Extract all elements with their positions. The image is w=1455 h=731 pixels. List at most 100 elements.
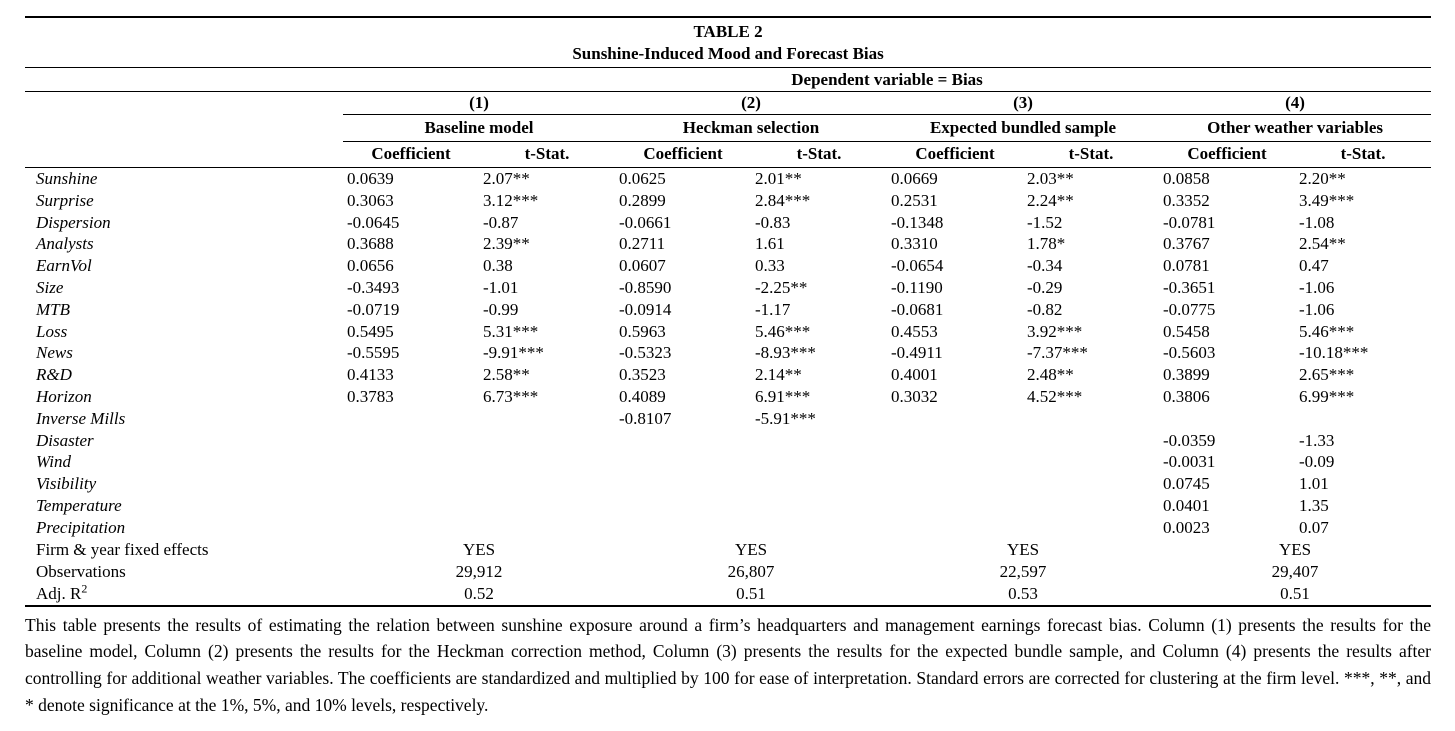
coefficient-value: 0.0781	[1163, 256, 1210, 276]
t-stat-value: 6.91***	[755, 386, 811, 406]
coefficient-value	[615, 451, 751, 473]
variable-label: Inverse Mills	[36, 408, 126, 428]
table-row: Inverse Mills -0.8107 -5.91***	[25, 408, 1431, 430]
variable-label: Temperature	[36, 495, 122, 515]
t-stat-value: -0.29	[1027, 277, 1063, 297]
t-stat-value	[479, 430, 615, 452]
spacer-cell	[25, 92, 343, 115]
t-stat-header: t-Stat.	[751, 141, 887, 168]
coefficient-header: Coefficient	[1159, 141, 1295, 168]
coefficient-value: 0.0625	[619, 169, 666, 188]
summary-label: Adj. R2	[25, 583, 343, 606]
t-stat-value: -9.91***	[483, 343, 544, 363]
coefficient-header: Coefficient	[887, 141, 1023, 168]
coefficient-value	[887, 495, 1023, 517]
summary-value: 0.51	[1280, 583, 1310, 603]
t-stat-header: t-Stat.	[1023, 141, 1159, 168]
t-stat-value: 0.38	[483, 256, 513, 276]
t-stat-value: 0.47	[1299, 256, 1329, 276]
variable-label: MTB	[36, 299, 70, 319]
summary-value: 26,807	[727, 561, 775, 581]
coefficient-value: 0.3523	[619, 365, 666, 385]
coefficient-value: 0.4133	[347, 365, 394, 385]
coefficient-value: -0.0359	[1163, 430, 1216, 450]
t-stat-value: 1.35	[1299, 495, 1329, 515]
t-stat-value: 2.84***	[755, 190, 811, 210]
coefficient-value: 0.3767	[1163, 234, 1210, 254]
coefficient-value: -0.3651	[1163, 277, 1216, 297]
coefficient-value: -0.1190	[891, 277, 943, 297]
coefficient-value: -0.0781	[1163, 212, 1216, 232]
coefficient-value	[343, 451, 479, 473]
t-stat-value	[751, 473, 887, 495]
table-row: Loss 0.5495 5.31*** 0.5963 5.46*** 0.4553 3.92…	[25, 321, 1431, 343]
t-stat-value	[1295, 408, 1431, 430]
t-stat-value: 2.01**	[755, 169, 802, 188]
variable-label: Surprise	[36, 190, 94, 210]
variable-label: Horizon	[36, 386, 92, 406]
coefficient-value: 0.3032	[891, 386, 938, 406]
t-stat-value: 4.52***	[1027, 386, 1083, 406]
t-stat-value: 1.01	[1299, 474, 1329, 494]
summary-label-text: Observations	[36, 561, 126, 581]
coefficient-value: -0.0645	[347, 212, 400, 232]
coefficient-header: Coefficient	[343, 141, 479, 168]
t-stat-value: -0.87	[483, 212, 519, 232]
coefficient-header: Coefficient	[615, 141, 751, 168]
t-stat-value: 2.24**	[1027, 190, 1074, 210]
coefficient-value: -0.8107	[619, 408, 672, 428]
spacer-cell	[25, 141, 343, 168]
table-row: R&D 0.4133 2.58** 0.3523 2.14** 0.4001 2.48** 0…	[25, 364, 1431, 386]
summary-value: 0.51	[736, 583, 766, 603]
coefficient-value: -0.1348	[891, 212, 944, 232]
coefficient-value: 0.4553	[891, 321, 938, 341]
summary-label-text: Adj. R	[36, 583, 82, 603]
column-group-name: Expected bundled sample	[887, 114, 1159, 142]
table-row: Analysts 0.3688 2.39** 0.2711 1.61 0.3310 1.78…	[25, 233, 1431, 255]
coefficient-value: -0.3493	[347, 277, 400, 297]
t-stat-value: -0.09	[1299, 452, 1335, 472]
t-stat-value: -2.25**	[755, 277, 808, 297]
column-group-name: Heckman selection	[615, 114, 887, 142]
t-stat-value	[1023, 408, 1159, 430]
table-row: Size -0.3493 -1.01 -0.8590 -2.25** -0.1190 -0.…	[25, 277, 1431, 299]
variable-label: News	[36, 343, 73, 363]
summary-row: Adj. R2 0.52 0.51 0.53 0.51	[25, 583, 1431, 606]
variable-label: Loss	[36, 321, 68, 341]
t-stat-value: 2.14**	[755, 365, 802, 385]
coefficient-value: -0.4911	[891, 343, 943, 363]
variable-label: Precipitation	[36, 517, 126, 537]
coefficient-value: -0.0661	[619, 212, 672, 232]
coefficient-value: 0.5495	[347, 321, 394, 341]
coefficient-value: -0.5323	[619, 343, 672, 363]
coefficient-value: -0.0654	[891, 256, 944, 276]
t-stat-value	[479, 451, 615, 473]
t-stat-value: -0.99	[483, 299, 519, 319]
t-stat-value: 6.99***	[1299, 386, 1355, 406]
summary-value: 29,912	[455, 561, 503, 581]
t-stat-value: 1.78*	[1027, 234, 1066, 254]
dependent-variable-header: Dependent variable = Bias	[343, 67, 1432, 92]
coefficient-value: 0.3806	[1163, 386, 1210, 406]
coefficient-value: 0.3063	[347, 190, 394, 210]
table-row: Sunshine 0.0639 2.07** 0.0625 2.01** 0.0669 2.…	[25, 168, 1431, 190]
coefficient-value: 0.0656	[347, 256, 394, 276]
summary-value: 0.53	[1008, 583, 1038, 603]
table-row: Wind -0.0031 -0.09	[25, 451, 1431, 473]
t-stat-value: 0.33	[755, 256, 785, 276]
table-number-row: TABLE 2	[25, 17, 1431, 43]
coefficient-value: -0.0914	[619, 299, 672, 319]
t-stat-value	[479, 495, 615, 517]
t-stat-value: 6.73***	[483, 386, 539, 406]
variable-label: Visibility	[36, 474, 97, 494]
coefficient-value: -0.8590	[619, 277, 672, 297]
table-row: News -0.5595 -9.91*** -0.5323 -8.93*** -0.491…	[25, 342, 1431, 364]
table-row: Horizon 0.3783 6.73*** 0.4089 6.91*** 0.3032 4…	[25, 386, 1431, 408]
summary-label-text: Firm & year fixed effects	[36, 539, 209, 559]
results-table: TABLE 2 Sunshine-Induced Mood and Foreca…	[25, 16, 1432, 607]
t-stat-value: -1.06	[1299, 299, 1335, 319]
coefficient-value: 0.0745	[1163, 474, 1210, 494]
coefficient-value	[615, 517, 751, 539]
coefficient-value: 0.3899	[1163, 365, 1210, 385]
t-stat-value	[479, 517, 615, 539]
